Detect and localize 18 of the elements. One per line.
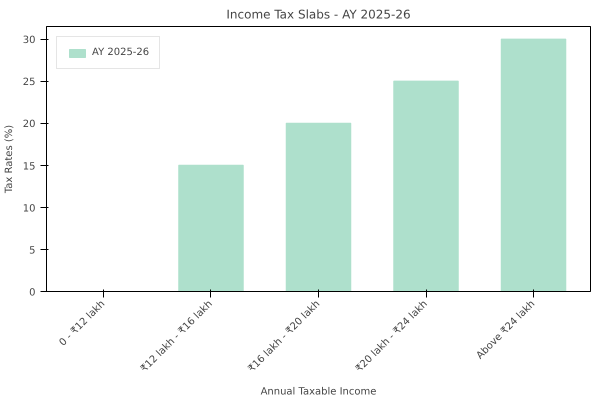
y-tick-label: 30 xyxy=(22,35,36,46)
y-tick-label: 5 xyxy=(29,245,36,256)
bar xyxy=(286,122,352,292)
bar xyxy=(178,164,244,292)
y-axis-title: Tax Rates (%) xyxy=(4,124,15,194)
y-tick-label: 25 xyxy=(22,77,36,88)
x-tick-label: 0 - ₹12 lakh xyxy=(57,298,108,349)
bar xyxy=(500,38,566,292)
y-tick-label: 10 xyxy=(22,203,36,214)
chart-title: Income Tax Slabs - AY 2025-26 xyxy=(226,8,411,22)
legend-label: AY 2025-26 xyxy=(92,47,150,58)
bar xyxy=(393,80,459,292)
y-tick-label: 0 xyxy=(29,288,36,298)
y-tick-label: 15 xyxy=(22,161,36,172)
x-axis-title: Annual Taxable Income xyxy=(260,386,376,398)
x-tick-label: ₹12 lakh - ₹16 lakh xyxy=(138,298,215,375)
x-tick-label: ₹20 lakh - ₹24 lakh xyxy=(354,298,430,375)
y-tick-label: 20 xyxy=(22,119,36,130)
